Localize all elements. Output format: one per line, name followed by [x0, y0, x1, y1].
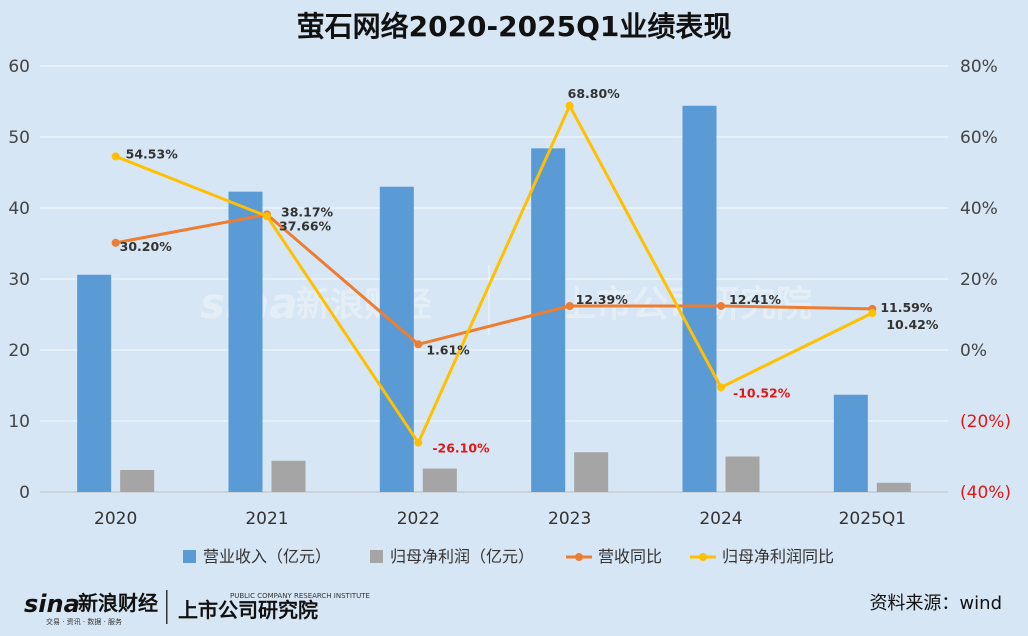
left-axis: 0 10 20 30 40 50 60: [8, 57, 30, 503]
revenue-yoy-label: 1.61%: [426, 342, 470, 357]
left-tick-label: 10: [8, 412, 30, 432]
watermark: sina 新浪财经 上市公司研究院: [200, 265, 812, 335]
x-tick-label: 2020: [94, 509, 137, 529]
revenue-bar: [531, 148, 566, 493]
legend-label: 营收同比: [598, 547, 662, 566]
x-tick-label: 2022: [397, 509, 440, 529]
revenue-yoy-label: 11.59%: [880, 300, 933, 315]
revenue-bar: [833, 394, 868, 492]
profit-bar: [120, 469, 155, 492]
revenue-yoy-point: [414, 340, 423, 349]
sina-logo: sina 新浪财经 交易 · 资讯 · 数据 · 服务: [24, 590, 158, 626]
source-note: 资料来源：wind: [869, 593, 1002, 614]
left-tick-label: 30: [8, 270, 30, 290]
left-tick-label: 60: [8, 57, 30, 77]
profit-bar: [725, 456, 760, 492]
profit-yoy-label: 54.53%: [126, 146, 179, 161]
lines: [111, 101, 877, 447]
profit-bar: [876, 482, 911, 492]
profit-bar: [574, 452, 609, 492]
left-tick-label: 20: [8, 341, 30, 361]
profit-yoy-point: [263, 212, 271, 221]
legend-label: 归母净利润同比: [722, 547, 834, 566]
bars: [77, 105, 911, 493]
left-tick-label: 50: [8, 128, 30, 148]
right-tick-label: 0%: [960, 341, 987, 361]
sina-logo-cn: 新浪财经: [78, 591, 158, 615]
sina-logo-text: sina: [24, 590, 80, 618]
revenue-bar: [682, 105, 717, 492]
profit-bar: [422, 468, 457, 492]
research-logo-text: 上市公司研究院: [178, 598, 318, 622]
revenue-yoy-line: [115, 212, 873, 346]
right-tick-label: 80%: [960, 57, 998, 77]
profit-yoy-point: [111, 152, 120, 161]
profit-bar: [271, 460, 306, 492]
revenue-yoy-label: 12.39%: [576, 292, 629, 307]
profit-yoy-point: [868, 309, 877, 318]
legend-marker: [575, 553, 583, 561]
left-tick-label: 0: [19, 483, 30, 503]
research-logo: 上市公司研究院 PUBLIC COMPANY RESEARCH INSTITUT…: [178, 592, 370, 622]
research-logo-en: PUBLIC COMPANY RESEARCH INSTITUTE: [230, 592, 370, 600]
profit-yoy-point: [565, 101, 574, 110]
profit-yoy-label: -10.52%: [733, 385, 791, 400]
profit-yoy-label: 68.80%: [568, 86, 621, 101]
chart-title: 萤石网络2020-2025Q1业绩表现: [297, 10, 732, 43]
profit-yoy-label: -26.10%: [432, 441, 490, 456]
x-tick-label: 2025Q1: [839, 509, 906, 529]
sina-logo-sub: 交易 · 资讯 · 数据 · 服务: [46, 617, 122, 626]
profit-yoy-line: [115, 104, 873, 445]
legend-swatch: [183, 550, 196, 563]
x-axis: 2020 2021 2022 2023 2024 2025Q1: [94, 509, 906, 529]
profit-yoy-label: 10.42%: [886, 317, 939, 332]
revenue-bar: [379, 186, 414, 492]
revenue-yoy-point: [111, 238, 120, 247]
revenue-yoy-point: [565, 302, 574, 311]
revenue-yoy-label: 30.20%: [120, 239, 173, 254]
legend-swatch: [370, 550, 383, 563]
revenue-bar: [228, 191, 263, 493]
legend-label: 归母净利润（亿元）: [390, 547, 534, 566]
gridlines: [40, 65, 948, 493]
watermark-divider: [488, 265, 490, 335]
right-tick-label: (20%): [960, 412, 1011, 432]
legend-marker: [699, 553, 707, 561]
profit-yoy-label: 37.66%: [279, 218, 332, 233]
legend-label: 营业收入（亿元）: [203, 547, 331, 566]
legend: 营业收入（亿元） 归母净利润（亿元） 营收同比 归母净利润同比: [183, 547, 834, 566]
left-tick-label: 40: [8, 199, 30, 219]
revenue-bar: [77, 274, 112, 492]
revenue-yoy-label: 12.41%: [729, 292, 782, 307]
revenue-yoy-point: [717, 301, 725, 310]
data-labels: 30.20% 38.17% 1.61% 12.39% 12.41% 11.59% 54.53…: [120, 86, 939, 456]
right-tick-label: 40%: [960, 199, 998, 219]
revenue-yoy-label: 38.17%: [281, 204, 334, 219]
x-tick-label: 2024: [699, 509, 742, 529]
x-tick-label: 2023: [548, 509, 591, 529]
right-axis: (40%) (20%) 0% 20% 40% 60% 80%: [960, 57, 1011, 503]
right-tick-label: (40%): [960, 483, 1011, 503]
profit-yoy-point: [414, 438, 423, 447]
x-tick-label: 2021: [245, 509, 288, 529]
profit-yoy-point: [717, 383, 725, 392]
right-tick-label: 20%: [960, 270, 998, 290]
logo-divider: [166, 590, 168, 624]
right-tick-label: 60%: [960, 128, 998, 148]
